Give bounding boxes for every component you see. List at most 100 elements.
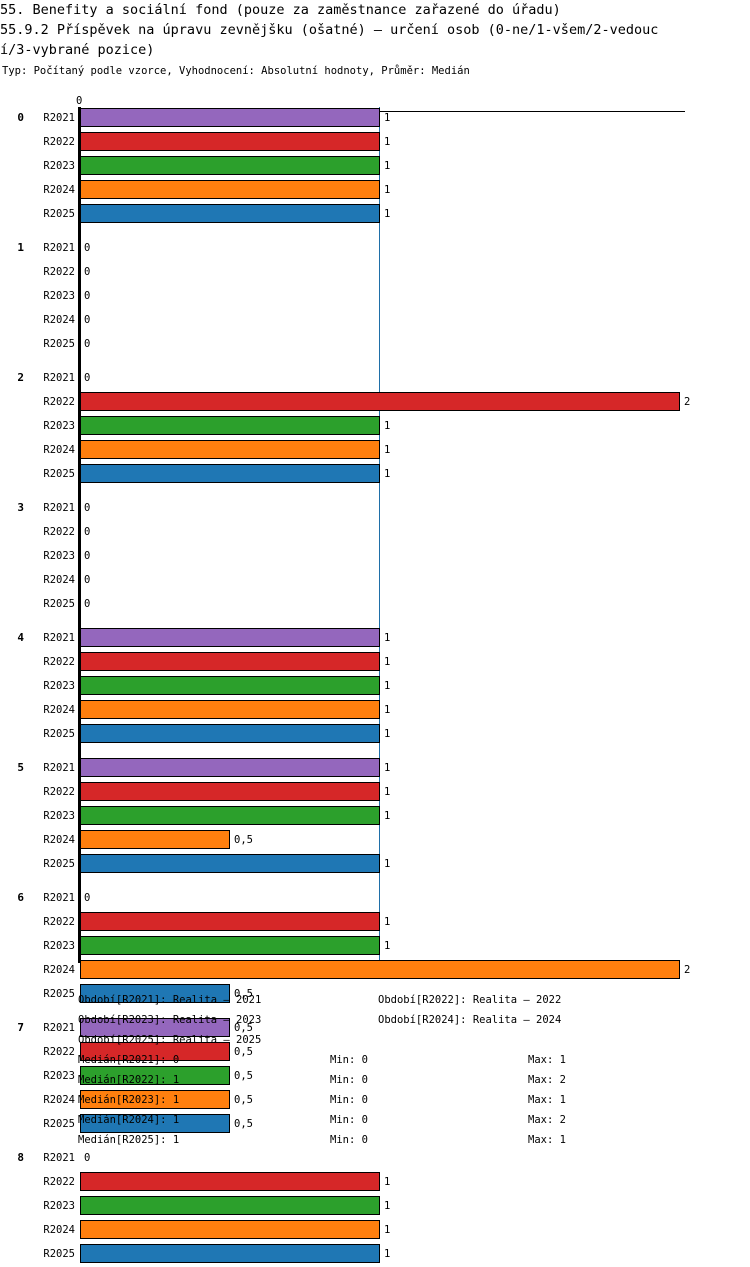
group-index-label: 0 <box>17 111 24 124</box>
bar-value-label: 1 <box>384 160 391 172</box>
series-row-label: R2024 <box>43 314 75 326</box>
bar-row: R2025 1 <box>0 463 750 487</box>
bar-value-label: 1 <box>384 112 391 124</box>
series-row-label: R2025 <box>43 468 75 480</box>
bar-R2022[interactable] <box>80 1042 230 1061</box>
bar-R2024[interactable] <box>80 830 230 849</box>
bar-row: R2024 0,5 <box>0 1089 750 1113</box>
bar-R2022[interactable] <box>80 652 380 671</box>
stat-median: Medián[R2021]: 0 <box>78 1054 180 1066</box>
statistics-row: Medián[R2022]: 1 Min: 0 Max: 2 <box>0 1070 750 1090</box>
bar-row: 7 R2021 0,5 <box>0 1017 750 1041</box>
bar-value-label: 0,5 <box>234 1070 253 1082</box>
series-row-label: R2022 <box>43 396 75 408</box>
bar-row: 2 R2021 0 <box>0 367 750 391</box>
bar-value-label: 0 <box>84 242 91 254</box>
bar-R2025[interactable] <box>80 854 380 873</box>
stat-min: Min: 0 <box>330 1134 368 1146</box>
bar-R2021[interactable] <box>80 758 380 777</box>
bar-R2025[interactable] <box>80 724 380 743</box>
bar-row: R2025 1 <box>0 1243 750 1267</box>
bar-value-label: 0 <box>84 598 91 610</box>
legend-entry: Období[R2024]: Realita – 2024 <box>378 1014 562 1026</box>
bar-value-label: 0,5 <box>234 988 253 1000</box>
series-row-label: R2022 <box>43 266 75 278</box>
bar-R2024[interactable] <box>80 180 380 199</box>
bar-row: R2022 0,5 <box>0 1041 750 1065</box>
stat-median: Medián[R2023]: 1 <box>78 1094 180 1106</box>
series-row-label: R2022 <box>43 786 75 798</box>
bar-value-label: 1 <box>384 728 391 740</box>
bar-R2025[interactable] <box>80 984 230 1003</box>
series-row-label: R2023 <box>43 810 75 822</box>
bar-R2025[interactable] <box>80 464 380 483</box>
bar-group: 6 R2021 0 R2022 1 R2023 1 R2024 2 R2025 0,5 <box>0 887 750 1007</box>
bar-value-label: 0 <box>84 266 91 278</box>
series-row-label: R2025 <box>43 1118 75 1130</box>
series-row-label: R2022 <box>43 1176 75 1188</box>
bar-row: R2023 1 <box>0 1195 750 1219</box>
bar-row: R2023 1 <box>0 805 750 829</box>
bar-R2024[interactable] <box>80 700 380 719</box>
bar-R2022[interactable] <box>80 132 380 151</box>
bar-R2021[interactable] <box>80 1018 230 1037</box>
bar-value-label: 1 <box>384 704 391 716</box>
bar-R2023[interactable] <box>80 1196 380 1215</box>
bar-R2024[interactable] <box>80 1220 380 1239</box>
bar-value-label: 0,5 <box>234 1118 253 1130</box>
bar-value-label: 0 <box>84 574 91 586</box>
bar-row: 5 R2021 1 <box>0 757 750 781</box>
bar-value-label: 0 <box>84 290 91 302</box>
bar-R2021[interactable] <box>80 108 380 127</box>
series-row-label: R2022 <box>43 916 75 928</box>
statistics-row: Medián[R2025]: 1 Min: 0 Max: 1 <box>0 1130 750 1150</box>
bar-row: 0 R2021 1 <box>0 107 750 131</box>
legend-entry: Období[R2021]: Realita – 2021 <box>78 994 262 1006</box>
bar-R2021[interactable] <box>80 628 380 647</box>
series-row-label: R2021 <box>43 502 75 514</box>
series-row-label: R2025 <box>43 208 75 220</box>
bar-row: R2023 1 <box>0 675 750 699</box>
group-index-label: 6 <box>17 891 24 904</box>
bar-row: 6 R2021 0 <box>0 887 750 911</box>
bar-R2022[interactable] <box>80 782 380 801</box>
bar-group: 3 R2021 0 R2022 0 R2023 0 R2024 0 R2025 0 <box>0 497 750 617</box>
series-row-label: R2024 <box>43 704 75 716</box>
bar-group: 0 R2021 1 R2022 1 R2023 1 R2024 1 R2025 1 <box>0 107 750 227</box>
group-index-label: 5 <box>17 761 24 774</box>
bar-row: R2022 0 <box>0 521 750 545</box>
bar-R2025[interactable] <box>80 1114 230 1133</box>
bar-group: 2 R2021 0 R2022 2 R2023 1 R2024 1 R2025 1 <box>0 367 750 487</box>
bar-R2024[interactable] <box>80 1090 230 1109</box>
bar-row: R2022 0 <box>0 261 750 285</box>
stat-min: Min: 0 <box>330 1094 368 1106</box>
series-row-label: R2024 <box>43 1094 75 1106</box>
bar-R2022[interactable] <box>80 912 380 931</box>
bar-R2023[interactable] <box>80 936 380 955</box>
legend-entry: Období[R2023]: Realita – 2023 <box>78 1014 262 1026</box>
bar-R2023[interactable] <box>80 1066 230 1085</box>
bar-R2023[interactable] <box>80 416 380 435</box>
bar-R2023[interactable] <box>80 806 380 825</box>
bar-R2022[interactable] <box>80 392 680 411</box>
bar-R2025[interactable] <box>80 204 380 223</box>
bar-value-label: 1 <box>384 1248 391 1260</box>
bar-value-label: 0 <box>84 526 91 538</box>
group-index-label: 1 <box>17 241 24 254</box>
bar-row: R2025 1 <box>0 853 750 877</box>
bar-value-label: 0,5 <box>234 1094 253 1106</box>
bar-value-label: 1 <box>384 786 391 798</box>
bar-R2024[interactable] <box>80 960 680 979</box>
bar-R2022[interactable] <box>80 1172 380 1191</box>
plot-top-border <box>80 111 685 112</box>
series-row-label: R2023 <box>43 160 75 172</box>
bar-row: R2025 1 <box>0 203 750 227</box>
bar-R2023[interactable] <box>80 156 380 175</box>
chart-legend: Období[R2021]: Realita – 2021 Období[R202… <box>0 990 750 1050</box>
bar-R2024[interactable] <box>80 440 380 459</box>
bar-R2025[interactable] <box>80 1244 380 1263</box>
bar-R2023[interactable] <box>80 676 380 695</box>
series-row-label: R2023 <box>43 680 75 692</box>
bar-row: R2024 1 <box>0 1219 750 1243</box>
bar-value-label: 1 <box>384 1224 391 1236</box>
